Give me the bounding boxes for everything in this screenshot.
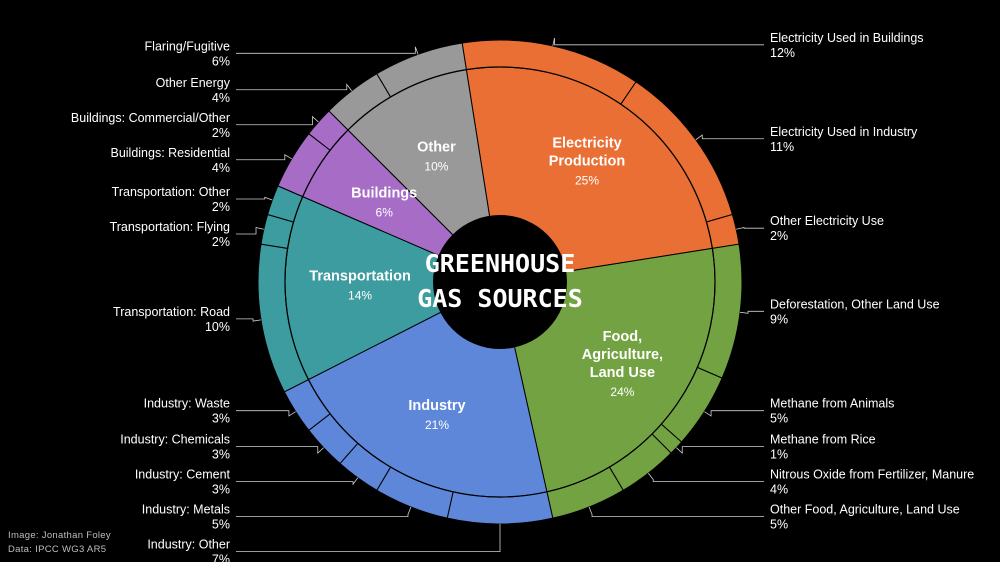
subcategory-label-methane-from-rice: Methane from Rice [770,433,876,447]
subcategory-label-industry-cement: Industry: Cement [135,468,231,482]
data-credit: Data: IPCC WG3 AR5 [8,544,107,555]
ring-divider [307,379,548,498]
category-value-industry: 21% [425,418,449,432]
subcategory-value-electricity-used-in-buildings: 12% [770,46,795,60]
leader-line-transportation-other [236,196,273,201]
ring-divider [466,66,713,249]
leader-line-industry-other [236,524,501,553]
subcategory-value-industry-metals: 5% [212,518,230,532]
subcategory-label-electricity-used-in-buildings: Electricity Used in Buildings [770,31,924,45]
subcategory-label-industry-other: Industry: Other [147,538,230,552]
subcategory-value-flaring-fugitive: 6% [212,54,230,68]
leader-line-transportation-road [236,318,262,322]
leader-line-industry-chemicals [236,446,324,455]
subcategory-label-other-energy: Other Energy [156,76,231,90]
category-label-food-agriculture-land-use: Food, [603,329,642,345]
center-title-line-2: GAS SOURCES [417,284,583,313]
category-value-food-agriculture-land-use: 24% [610,385,634,399]
category-label-buildings: Buildings [351,185,417,201]
ring-divider [284,196,309,380]
inner-labels: Electricity Production 25% Food, Agriculture… [309,135,663,432]
leader-line-other-food-agriculture-land-use [588,506,764,518]
subcategory-value-industry-cement: 3% [212,483,230,497]
leader-line-flaring-fugitive [236,46,419,55]
leader-line-industry-waste [236,410,296,417]
subcategory-label-other-electricity-use: Other Electricity Use [770,214,884,228]
subcategory-label-transportation-road: Transportation: Road [113,305,230,319]
category-label-industry: Industry [408,398,465,414]
category-label-transportation: Transportation [309,268,411,284]
category-label-electricity-production: Electricity [552,135,621,151]
subcategory-label-other-food-agriculture-land-use: Other Food, Agriculture, Land Use [770,503,960,517]
subcategory-value-industry-chemicals: 3% [212,448,230,462]
subcategory-value-methane-from-rice: 1% [770,448,788,462]
leader-line-methane-from-animals [704,410,764,417]
subcategory-value-electricity-used-in-industry: 11% [770,140,794,154]
subcategory-label-nitrous-oxide-from-fertilizer-manure: Nitrous Oxide from Fertilizer, Manure [770,468,974,482]
leader-line-nitrous-oxide-from-fertilizer-manure [648,472,764,483]
category-label-food-agriculture-land-use: Agriculture, [582,347,663,363]
subcategory-label-industry-chemicals: Industry: Chemicals [120,433,230,447]
subcategory-value-other-electricity-use: 2% [770,229,788,243]
leader-line-industry-metals [236,506,412,518]
chart-slices [257,39,743,525]
image-credit: Image: Jonathan Foley [8,530,111,541]
ring-divider [302,129,349,197]
subcategory-label-deforestation-other-land-use: Deforestation, Other Land Use [770,297,940,311]
category-value-other: 10% [424,159,448,173]
leader-lines [236,37,764,553]
leader-line-transportation-flying [236,226,264,235]
category-label-other: Other [417,139,456,155]
subcategory-value-industry-waste: 3% [212,412,230,426]
subcategory-value-transportation-flying: 2% [212,235,230,249]
category-value-electricity-production: 25% [575,173,599,187]
category-label-electricity-production: Production [549,153,626,169]
category-label-food-agriculture-land-use: Land Use [590,365,655,381]
subcategory-value-buildings-commercial-other: 2% [212,126,230,140]
leader-line-electricity-used-in-buildings [552,37,764,46]
subcategory-label-buildings-residential: Buildings: Residential [110,146,230,160]
subcategory-value-other-energy: 4% [212,91,230,105]
subcategory-label-industry-waste: Industry: Waste [144,397,230,411]
leader-line-other-electricity-use [736,226,764,230]
ring-divider [347,69,467,131]
subcategory-value-transportation-other: 2% [212,200,230,214]
subcategory-value-transportation-road: 10% [205,320,230,334]
center-hole [433,215,567,349]
category-value-transportation: 14% [348,288,372,302]
subcategory-label-electricity-used-in-industry: Electricity Used in Industry [770,125,918,139]
leader-line-buildings-commercial-other [236,115,319,126]
category-value-buildings: 6% [376,205,394,219]
subcategory-label-flaring-fugitive: Flaring/Fugitive [145,39,230,53]
leader-line-methane-from-rice [676,446,764,455]
subcategory-label-transportation-other: Transportation: Other [112,185,230,199]
leader-line-other-energy [236,83,352,92]
subcategory-label-buildings-commercial-other: Buildings: Commercial/Other [71,111,230,125]
subcategory-value-buildings-residential: 4% [212,161,230,175]
leader-line-buildings-residential [236,154,292,161]
center-title-line-1: GREENHOUSE [425,249,576,278]
subcategory-label-transportation-flying: Transportation: Flying [110,220,230,234]
leader-line-deforestation-other-land-use [740,310,764,314]
subcategory-value-nitrous-oxide-from-fertilizer-manure: 4% [770,483,788,497]
subcategory-value-deforestation-other-land-use: 9% [770,312,788,326]
subcategory-value-other-food-agriculture-land-use: 5% [770,518,788,532]
leader-line-electricity-used-in-industry [695,134,764,141]
subcategory-label-methane-from-animals: Methane from Animals [770,397,894,411]
leader-line-industry-cement [236,477,359,486]
ring-divider [546,248,716,493]
subcategory-label-industry-metals: Industry: Metals [142,503,230,517]
subcategory-value-industry-other: 7% [212,553,230,562]
subcategory-value-methane-from-animals: 5% [770,412,788,426]
